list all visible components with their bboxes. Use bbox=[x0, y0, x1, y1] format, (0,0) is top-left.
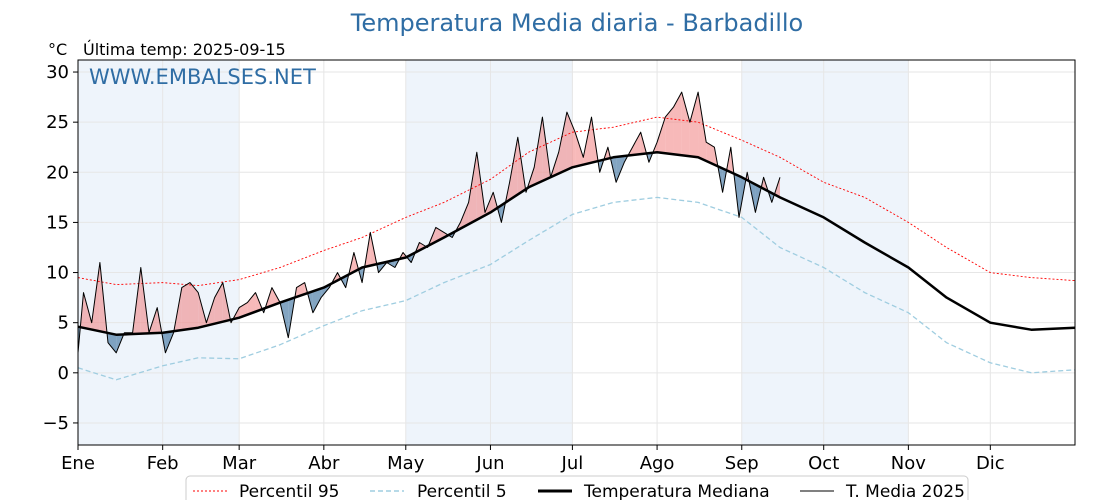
anomaly-fill-above bbox=[247, 292, 256, 315]
anomaly-fill-above bbox=[181, 282, 190, 331]
anomaly-fill-above bbox=[673, 92, 682, 156]
x-tick-label: May bbox=[387, 453, 425, 474]
series-lines bbox=[77, 91, 1076, 381]
x-tick-label: Ago bbox=[640, 453, 675, 474]
x-tick-label: Feb bbox=[147, 453, 179, 474]
month-shade-band bbox=[78, 60, 240, 445]
current-year-line bbox=[77, 91, 781, 354]
x-tick-label: Jul bbox=[561, 453, 584, 474]
anomaly-fill-below bbox=[312, 288, 322, 313]
chart-title: Temperatura Media diaria - Barbadillo bbox=[350, 9, 804, 37]
y-tick-label: 0 bbox=[58, 363, 69, 384]
anomaly-fill-above bbox=[189, 282, 199, 329]
x-tick-label: Sep bbox=[725, 453, 759, 474]
last-temp-label: Última temp: 2025-09-15 bbox=[83, 40, 286, 59]
anomaly-fill-above bbox=[575, 132, 584, 167]
x-tick-label: Ene bbox=[61, 453, 95, 474]
anomaly-fill-below bbox=[108, 332, 117, 353]
watermark: WWW.EMBALSES.NET bbox=[89, 65, 316, 89]
y-tick-label: 10 bbox=[46, 263, 69, 284]
y-tick-label: 20 bbox=[46, 162, 69, 183]
y-tick-label: 25 bbox=[46, 112, 69, 133]
anomaly-fill-above bbox=[296, 282, 305, 297]
x-tick-label: Mar bbox=[222, 453, 257, 474]
x-tick-label: Nov bbox=[891, 453, 926, 474]
anomaly-fill-above bbox=[681, 92, 690, 157]
legend-label-p5: Percentil 5 bbox=[417, 482, 507, 500]
anomaly-fill-above bbox=[665, 107, 674, 155]
y-tick-label: 15 bbox=[46, 212, 69, 233]
anomaly-fill-above bbox=[689, 92, 699, 158]
y-tick-label: −5 bbox=[42, 413, 69, 434]
legend: Percentil 95 Percentil 5 Temperatura Med… bbox=[185, 475, 969, 500]
y-tick-label: 30 bbox=[46, 62, 69, 83]
anomaly-fill-above bbox=[632, 132, 641, 156]
y-axis: −5 0 5 10 15 20 25 30 bbox=[42, 62, 78, 434]
x-tick-label: Abr bbox=[308, 453, 340, 474]
month-shading bbox=[78, 60, 909, 445]
p5-line bbox=[77, 196, 1076, 381]
x-axis: Ene Feb Mar Abr May Jun Jul Ago Sep Oct Nov Dic bbox=[61, 445, 1005, 474]
anomaly-fill-above bbox=[558, 112, 567, 174]
plot-frame bbox=[77, 59, 1076, 446]
anomaly-fill-above bbox=[706, 142, 715, 165]
anomaly-fill-above bbox=[566, 112, 576, 170]
x-tick-label: Oct bbox=[808, 453, 839, 474]
anomaly-fill-above bbox=[509, 137, 518, 200]
legend-label-current: T. Media 2025 bbox=[845, 482, 965, 500]
p95-line bbox=[77, 116, 1076, 287]
legend-label-p95: Percentil 95 bbox=[239, 482, 339, 500]
legend-box bbox=[185, 475, 969, 500]
anomaly-fill-above bbox=[534, 117, 543, 185]
median-line bbox=[77, 150, 1076, 336]
y-tick-label: 5 bbox=[58, 313, 69, 334]
unit-label: °C bbox=[48, 40, 67, 59]
anomaly-fill-above bbox=[214, 282, 223, 324]
x-tick-label: Jun bbox=[475, 453, 504, 474]
month-shade-band bbox=[405, 60, 573, 445]
anomaly-fill-above bbox=[460, 202, 469, 229]
anomaly-fill-below bbox=[616, 155, 625, 183]
legend-label-median: Temperatura Mediana bbox=[583, 482, 770, 500]
anomaly-fill-above bbox=[657, 117, 666, 154]
anomaly-fill-above bbox=[698, 92, 707, 162]
x-tick-label: Dic bbox=[976, 453, 1005, 474]
